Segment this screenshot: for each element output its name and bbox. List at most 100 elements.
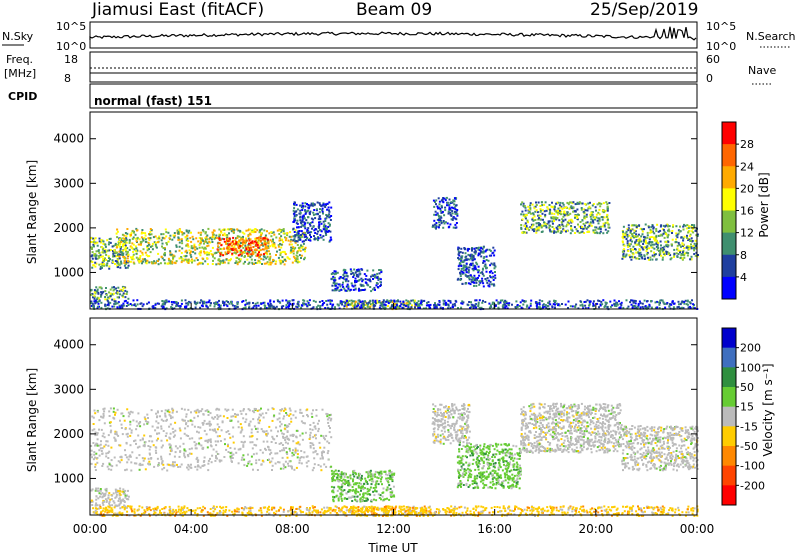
data-cell <box>333 273 336 276</box>
data-cell <box>116 292 119 295</box>
data-cell <box>272 306 275 309</box>
data-cell <box>143 457 146 460</box>
data-cell <box>355 275 358 278</box>
data-cell <box>289 409 292 412</box>
data-cell <box>231 304 234 307</box>
data-cell <box>154 446 157 449</box>
data-cell <box>492 279 495 281</box>
data-cell <box>149 245 152 248</box>
data-cell <box>149 453 151 456</box>
data-cell <box>248 422 251 425</box>
data-cell <box>442 299 445 302</box>
data-cell <box>124 289 127 292</box>
data-cell <box>308 299 311 302</box>
data-cell <box>166 410 169 413</box>
data-cell <box>380 271 383 274</box>
data-cell <box>329 236 332 239</box>
data-cell <box>470 280 473 283</box>
data-cell <box>293 202 295 205</box>
data-cell <box>687 248 690 251</box>
data-cell <box>679 251 681 254</box>
data-cell <box>296 208 299 211</box>
data-cell <box>198 246 201 249</box>
data-cell <box>677 300 680 303</box>
data-cell <box>216 303 218 305</box>
data-cell <box>292 252 295 255</box>
data-cell <box>659 299 662 302</box>
data-cell <box>553 206 556 209</box>
data-cell <box>300 225 303 228</box>
data-cell <box>459 251 462 254</box>
data-cell <box>309 442 312 444</box>
data-cell <box>260 414 262 417</box>
data-cell <box>270 441 273 443</box>
data-cell <box>258 409 261 412</box>
data-cell <box>309 436 312 439</box>
data-cell <box>259 249 262 252</box>
ytick-label: 1000 <box>53 265 84 279</box>
data-cell <box>255 452 258 455</box>
data-cell <box>465 282 468 285</box>
data-cell <box>208 420 211 423</box>
data-cell <box>682 228 685 231</box>
data-cell <box>279 409 282 411</box>
data-cell <box>212 231 215 234</box>
data-cell <box>213 237 216 240</box>
colorbar-swatch <box>722 210 736 234</box>
data-cell <box>95 257 98 260</box>
data-cell <box>243 232 246 235</box>
data-cell <box>621 240 624 243</box>
data-cell <box>313 229 316 232</box>
data-cell <box>120 246 122 248</box>
data-cell <box>323 437 326 440</box>
data-cell <box>584 304 587 307</box>
data-cell <box>567 203 570 206</box>
data-cell <box>133 462 136 465</box>
data-cell <box>162 419 165 422</box>
data-cell <box>180 238 183 241</box>
data-cell <box>559 201 562 204</box>
data-cell <box>241 231 244 234</box>
data-cell <box>185 415 188 418</box>
data-cell <box>603 210 606 213</box>
data-cell <box>331 304 334 307</box>
data-cell <box>309 234 311 237</box>
data-cell <box>519 301 522 304</box>
data-cell <box>583 224 586 227</box>
data-cell <box>596 219 599 222</box>
data-cell <box>479 271 482 274</box>
data-cell <box>94 434 97 437</box>
data-cell <box>132 243 135 246</box>
data-cell <box>659 301 661 304</box>
data-cell <box>287 425 290 428</box>
data-cell <box>650 250 653 253</box>
data-cell <box>278 259 281 262</box>
data-cell <box>160 462 163 465</box>
data-cell <box>641 257 644 260</box>
data-cell <box>234 239 237 242</box>
data-cell <box>679 225 681 228</box>
data-cell <box>473 277 476 280</box>
data-cell <box>680 245 682 248</box>
data-cell <box>284 258 286 261</box>
data-cell <box>303 236 306 239</box>
data-cell <box>139 425 142 428</box>
data-cell <box>211 253 214 256</box>
nsky-tick-top: 10^5 <box>56 20 86 33</box>
data-cell <box>676 306 679 309</box>
nave-tick-top: 60 <box>706 53 720 66</box>
data-cell <box>598 217 601 220</box>
data-cell <box>115 260 118 263</box>
data-cell <box>143 434 146 437</box>
data-cell <box>101 261 104 264</box>
data-cell <box>378 269 381 271</box>
data-cell <box>301 220 304 223</box>
data-cell <box>265 242 268 245</box>
data-cell <box>124 249 127 252</box>
data-cell <box>479 281 482 284</box>
data-cell <box>119 444 122 447</box>
data-cell <box>585 215 588 218</box>
data-cell <box>558 219 561 222</box>
data-cell <box>686 224 689 227</box>
